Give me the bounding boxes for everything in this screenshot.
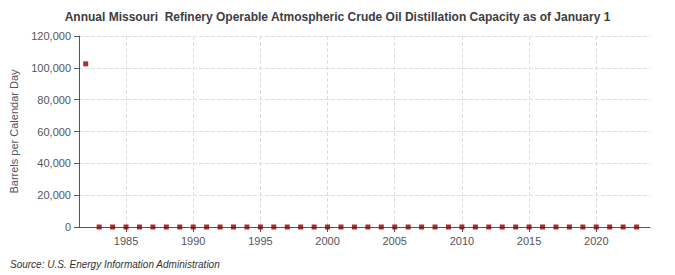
svg-text:60,000: 60,000 [37,126,71,138]
svg-text:Source: U.S. Energy Informatio: Source: U.S. Energy Information Administ… [10,259,220,270]
svg-text:2005: 2005 [382,235,406,247]
svg-text:1995: 1995 [248,235,272,247]
svg-text:Barrels per Calendar Day: Barrels per Calendar Day [8,69,20,194]
svg-text:2000: 2000 [315,235,339,247]
svg-text:1990: 1990 [181,235,205,247]
svg-text:1985: 1985 [114,235,138,247]
svg-text:20,000: 20,000 [37,189,71,201]
svg-text:2015: 2015 [517,235,541,247]
svg-text:80,000: 80,000 [37,94,71,106]
svg-text:2010: 2010 [450,235,474,247]
svg-text:2020: 2020 [584,235,608,247]
svg-text:120,000: 120,000 [31,30,71,42]
svg-text:Annual Missouri Refinery Oper: Annual Missouri Refinery Operable Atmosp… [65,10,611,24]
svg-text:100,000: 100,000 [31,62,71,74]
svg-text:0: 0 [65,221,71,233]
svg-text:40,000: 40,000 [37,157,71,169]
